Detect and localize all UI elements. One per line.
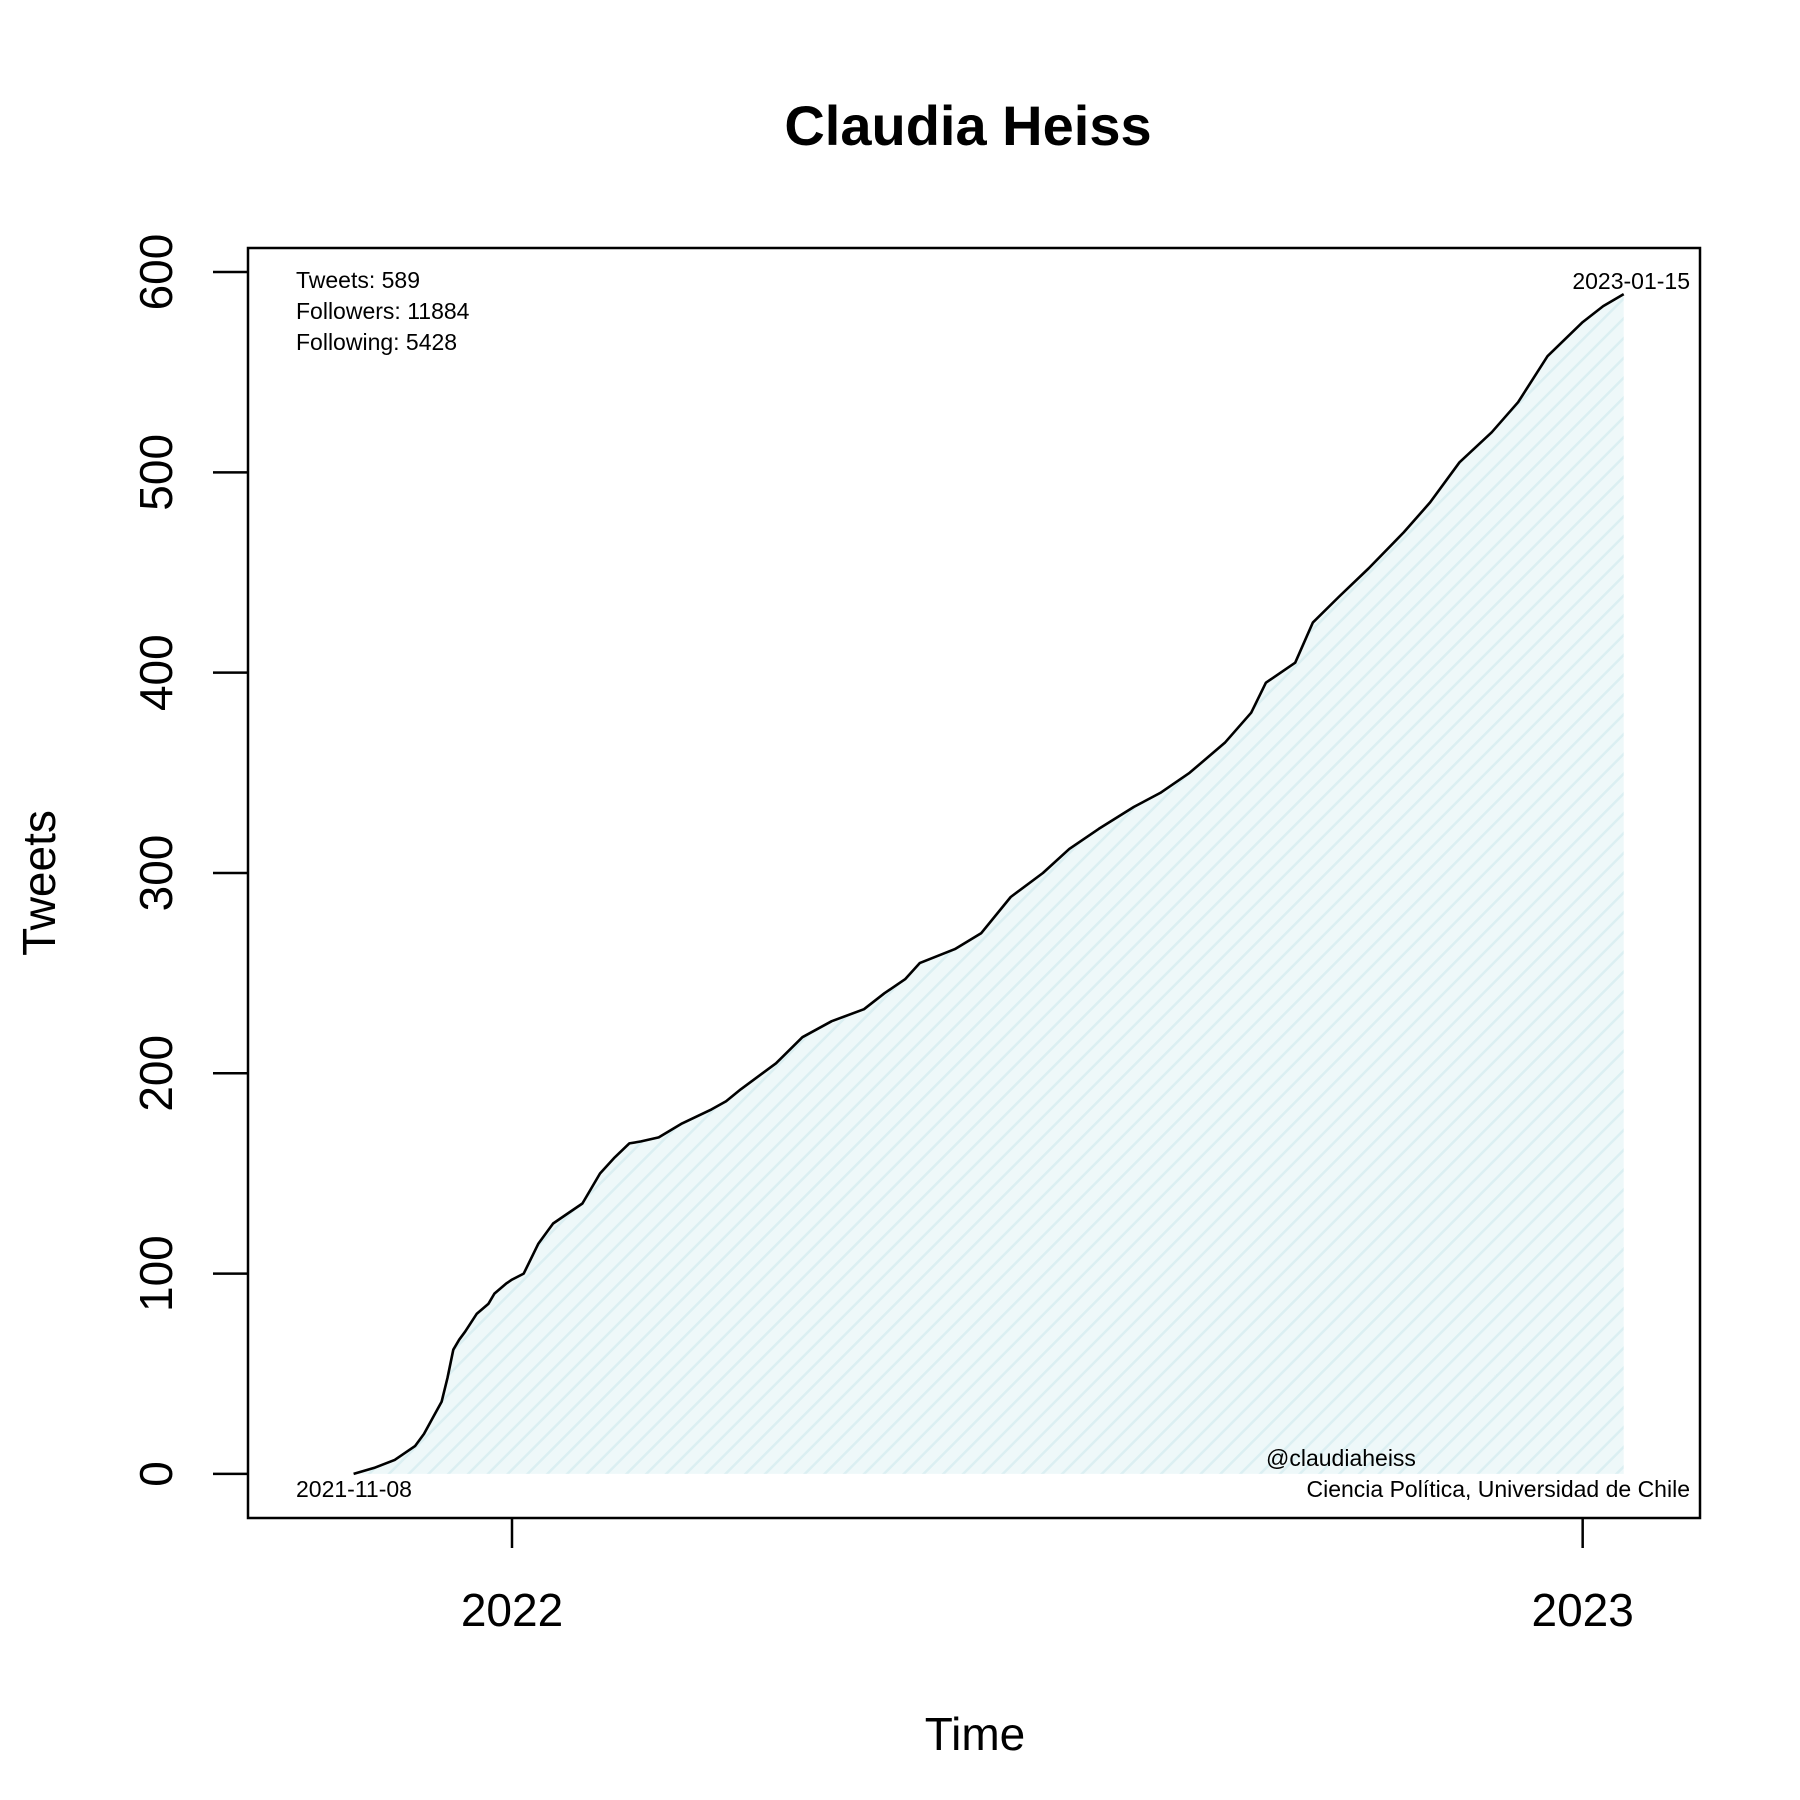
tweets-count-annotation: Tweets: 589 [296, 267, 420, 293]
y-tick-label: 300 [130, 835, 182, 912]
affiliation-annotation: Ciencia Política, Universidad de Chile [1306, 1476, 1690, 1502]
y-tick-label: 500 [130, 434, 182, 511]
tweets-series-line [353, 292, 1625, 1476]
x-tick-label: 2023 [1531, 1584, 1633, 1636]
start-date-annotation: 2021-11-08 [296, 1476, 412, 1502]
series-line-layer [353, 292, 1625, 1476]
y-tick-label: 100 [130, 1235, 182, 1312]
following-count-annotation: Following: 5428 [296, 329, 457, 355]
tweets-area-fill [353, 294, 1624, 1474]
handle-annotation: @claudiaheiss [1266, 1445, 1416, 1471]
y-tick-label: 400 [130, 634, 182, 711]
y-axis: 0 100 200 300 400 500 600 [130, 234, 248, 1487]
x-axis-label: Time [925, 1708, 1026, 1760]
area-fill-layer [353, 294, 1624, 1474]
plot-frame [246, 246, 1702, 1520]
y-axis-label: Tweets [13, 810, 65, 956]
end-date-annotation: 2023-01-15 [1572, 268, 1690, 294]
y-tick-label: 600 [130, 234, 182, 311]
followers-count-annotation: Followers: 11884 [296, 298, 470, 324]
y-tick-label: 0 [130, 1461, 182, 1487]
x-axis: 2022 2023 [461, 1518, 1634, 1636]
chart-title: Claudia Heiss [784, 94, 1151, 157]
x-tick-label: 2022 [461, 1584, 563, 1636]
y-tick-label: 200 [130, 1035, 182, 1112]
